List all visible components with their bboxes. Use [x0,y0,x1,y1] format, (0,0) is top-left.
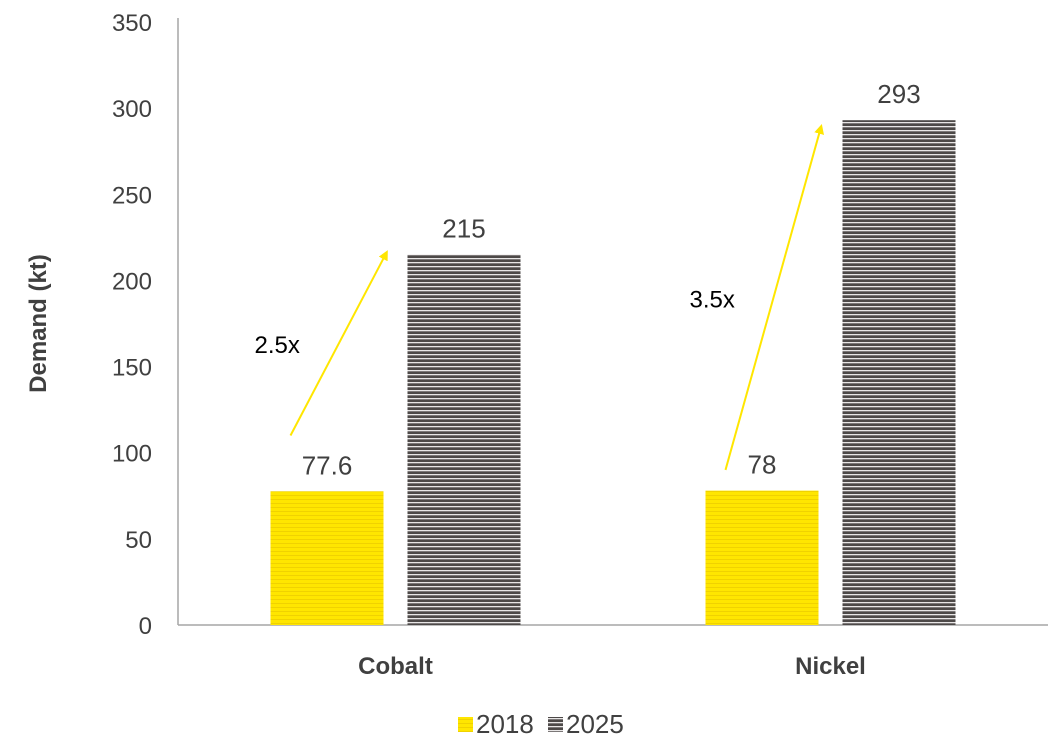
data-label: 215 [442,214,485,244]
y-tick-label: 50 [125,527,152,554]
y-tick-label: 250 [112,182,152,209]
growth-multiplier-label: 3.5x [690,286,735,313]
y-tick-label: 200 [112,268,152,295]
category-label: Nickel [795,653,866,680]
legend-item: 2025 [548,709,624,739]
y-tick-label: 300 [112,96,152,123]
legend-label: 2025 [566,709,624,739]
data-label: 78 [748,450,777,480]
category-label: Cobalt [358,653,433,680]
legend-label: 2018 [476,709,534,739]
legend-item: 2018 [458,709,534,739]
legend-swatch-2018 [458,717,473,732]
growth-multiplier-label: 2.5x [255,332,300,359]
y-axis-title: Demand (kt) [25,254,52,393]
y-tick-label: 350 [112,10,152,37]
bar-2018 [705,490,819,625]
data-label: 293 [877,79,920,109]
y-tick-label: 100 [112,441,152,468]
bar-2018 [270,491,384,625]
y-tick-label: 0 [139,613,152,640]
y-tick-label: 150 [112,355,152,382]
data-label: 77.6 [302,450,353,480]
growth-arrow [724,124,824,471]
growth-arrow [289,250,388,436]
bar-2025 [842,120,956,626]
bar-2025 [407,254,521,626]
legend-swatch-2025 [548,717,563,732]
